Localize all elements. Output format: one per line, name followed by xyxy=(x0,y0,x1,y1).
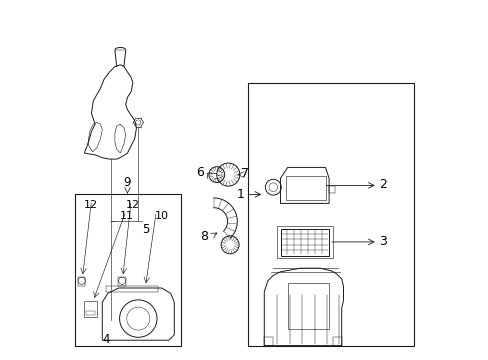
Bar xyxy=(328,186,334,193)
Bar xyxy=(247,83,413,346)
Text: 7: 7 xyxy=(241,167,248,180)
Text: 12: 12 xyxy=(84,200,98,210)
Bar xyxy=(84,301,97,317)
Bar xyxy=(285,176,325,200)
Bar xyxy=(78,277,85,286)
Bar xyxy=(280,229,328,256)
Bar xyxy=(75,194,181,346)
Text: 2: 2 xyxy=(379,178,386,191)
Bar xyxy=(332,337,341,346)
Text: 8: 8 xyxy=(200,230,208,243)
Text: 1: 1 xyxy=(236,188,244,201)
Text: 9: 9 xyxy=(123,176,131,189)
Text: 3: 3 xyxy=(379,235,386,248)
Text: 12: 12 xyxy=(125,200,140,210)
Text: 10: 10 xyxy=(155,211,169,221)
Bar xyxy=(118,277,125,286)
Bar xyxy=(106,286,158,292)
Text: 11: 11 xyxy=(120,211,134,221)
Bar xyxy=(264,337,273,346)
Text: 6: 6 xyxy=(196,166,204,179)
Text: 4: 4 xyxy=(102,333,109,346)
Bar xyxy=(287,283,328,329)
Bar xyxy=(86,311,95,315)
Bar xyxy=(276,226,332,258)
Text: 5: 5 xyxy=(142,223,150,236)
